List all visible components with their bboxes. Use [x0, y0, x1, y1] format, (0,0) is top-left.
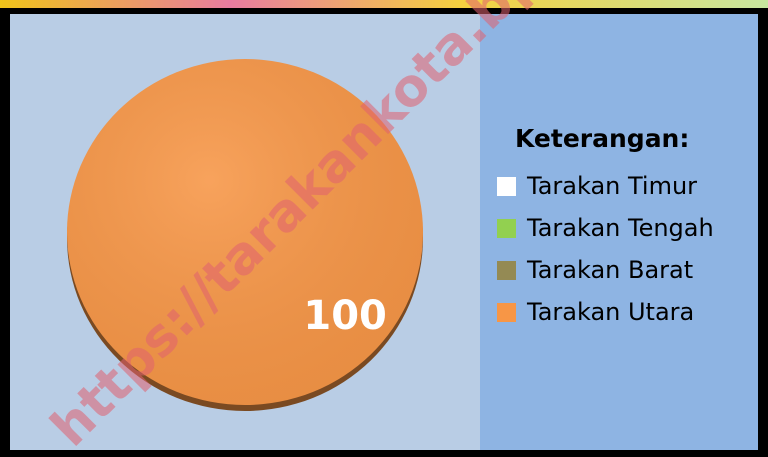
- top-strip: [0, 0, 768, 8]
- legend-swatch: [497, 261, 516, 280]
- legend-label: Tarakan Utara: [526, 298, 694, 326]
- pie-shade: [67, 59, 423, 405]
- legend-swatch: [497, 303, 516, 322]
- legend-area: [480, 14, 758, 450]
- data-label: 100: [303, 293, 387, 339]
- legend-swatch: [497, 219, 516, 238]
- pie: 100: [67, 59, 423, 411]
- legend-label: Tarakan Tengah: [526, 214, 714, 242]
- legend-swatch: [497, 177, 516, 196]
- legend-title: Keterangan:: [515, 124, 689, 153]
- legend-label: Tarakan Barat: [526, 256, 693, 284]
- legend: Tarakan Timur Tarakan Tengah Tarakan Barat…: [497, 172, 714, 326]
- legend-label: Tarakan Timur: [526, 172, 697, 200]
